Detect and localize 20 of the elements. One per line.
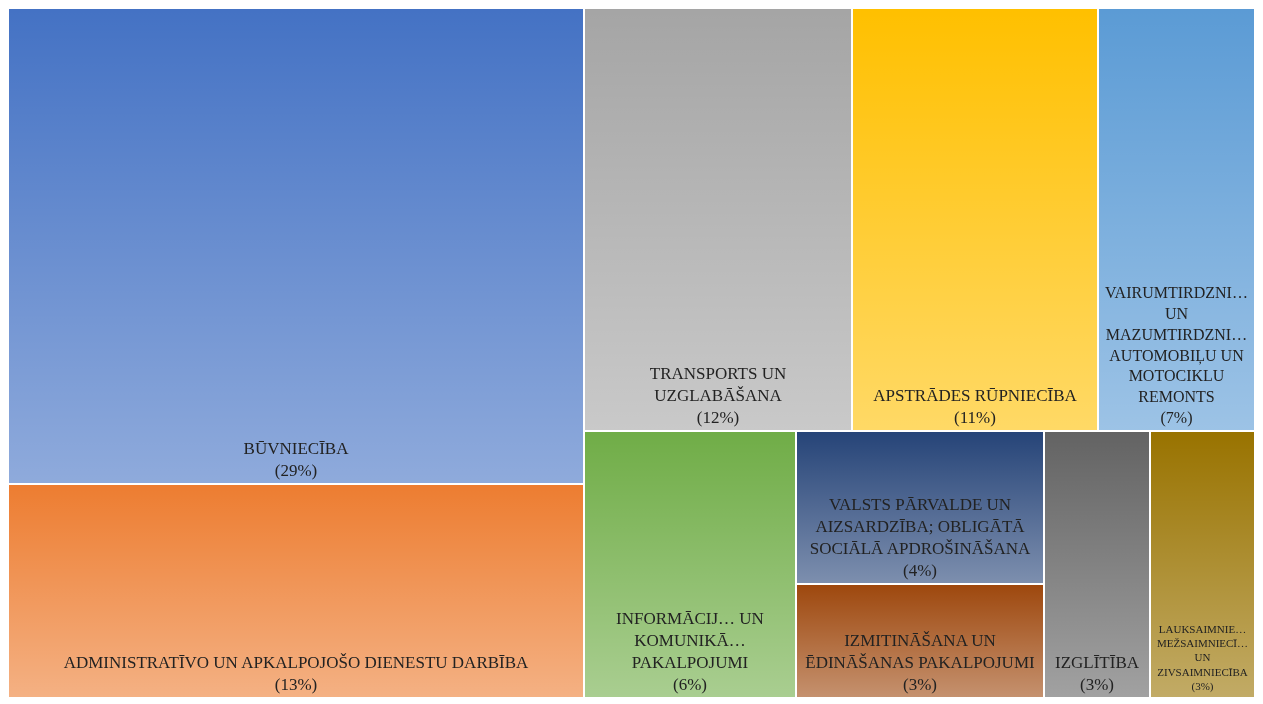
data-label: (4%) <box>903 561 937 580</box>
category-label: VAIRUMTIRDZNI… UN MAZUMTIRDZNI… AUTOMOBIĻU UN MOTOCIKLU REMONTS <box>1105 284 1248 406</box>
data-label: (3%) <box>1191 680 1214 693</box>
data-label: (3%) <box>1080 675 1114 694</box>
data-label: (6%) <box>673 675 707 694</box>
category-label: LAUKSAIMNIE… MEŽSAIMNIECĪ… UN ZIVSAIMNIECĪBA <box>1156 622 1249 678</box>
data-label: (29%) <box>274 461 318 480</box>
data-label: (7%) <box>1160 409 1193 427</box>
category-label: IZGLĪTĪBA <box>1054 652 1140 672</box>
data-label: (12%) <box>696 408 740 427</box>
category-label: VALSTS PĀRVALDE UN AIZSARDZĪBA; OBLIGĀTĀ SOCIĀLĀ APDROŠINĀŠANA <box>809 494 1031 558</box>
data-label: (11%) <box>954 408 996 427</box>
category-label: APSTRĀDES RŪPNIECĪBA <box>873 385 1078 405</box>
data-label: (3%) <box>903 675 937 694</box>
category-label: BŪVNIECĪBA <box>243 438 350 458</box>
category-label: IZMITINĀŠANA UN ĒDINĀŠANAS PAKALPOJUMI <box>805 630 1036 672</box>
category-label: TRANSPORTS UN UZGLABĀŠANA <box>649 363 787 405</box>
category-label: ADMINISTRATĪVO UN APKALPOJOŠO DIENESTU DARBĪBA <box>63 652 530 672</box>
category-label: INFORMĀCIJ… UN KOMUNIKĀ… PAKALPOJUMI <box>616 608 764 672</box>
data-label: (13%) <box>274 675 318 694</box>
